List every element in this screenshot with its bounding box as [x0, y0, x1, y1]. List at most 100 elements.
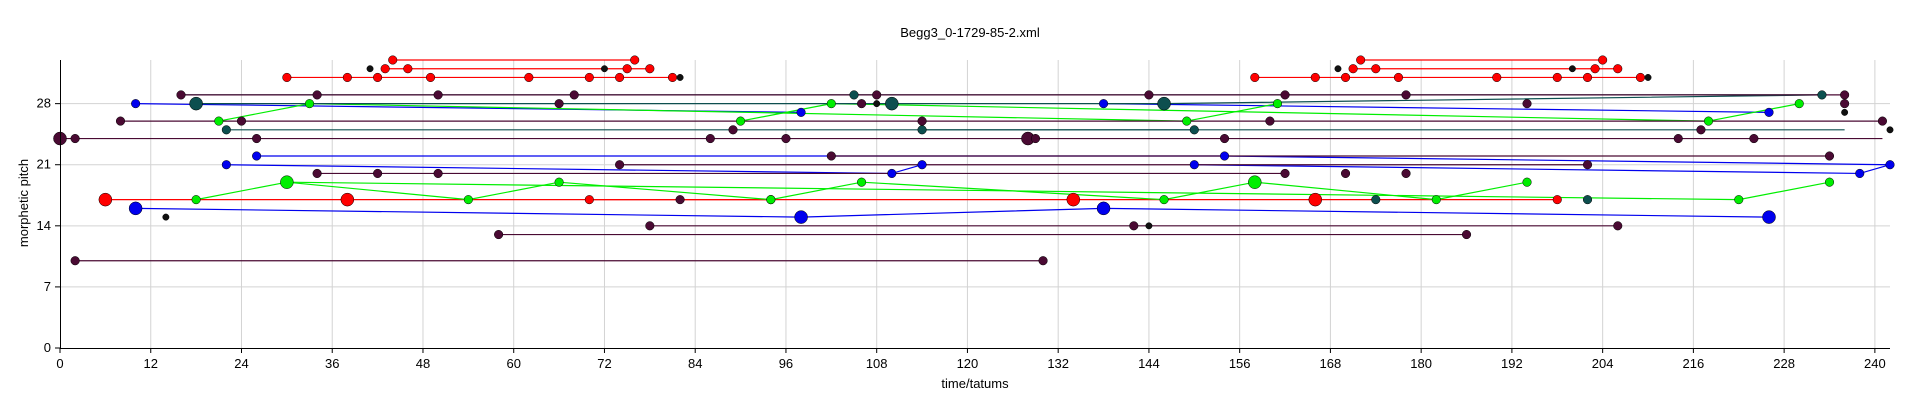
note-point	[569, 90, 579, 100]
note-point	[796, 107, 806, 117]
note-point	[1401, 168, 1411, 179]
note-point	[622, 64, 632, 74]
note-point	[1734, 195, 1744, 205]
x-tick-label: 144	[1138, 356, 1160, 371]
note-point	[554, 99, 564, 109]
note-point	[342, 72, 352, 83]
note-point	[70, 133, 80, 144]
note-point	[849, 90, 859, 100]
note-point	[524, 72, 534, 83]
note-point	[1552, 72, 1562, 83]
note-point	[1522, 99, 1532, 109]
x-tick-label: 84	[688, 356, 702, 371]
x-tick-label: 108	[866, 356, 888, 371]
note-point	[1877, 116, 1887, 126]
note-point	[252, 151, 262, 161]
note-point	[373, 72, 383, 83]
note-point	[736, 116, 746, 126]
note-point	[1613, 221, 1623, 231]
x-axis-label: time/tatums	[941, 376, 1009, 391]
x-ticks: 0 12 24 36 48 60 72 84 96 108 120 132 144 156 168 180 19…	[56, 348, 1886, 371]
note-connection-line	[309, 103, 1187, 122]
note-point	[1764, 107, 1774, 117]
note-point	[340, 192, 355, 207]
x-tick-label: 228	[1773, 356, 1795, 371]
note-connection-line	[1103, 103, 1770, 113]
note-connection-line	[135, 207, 1770, 218]
note-point	[917, 116, 927, 126]
note-point	[1644, 74, 1652, 81]
note-point	[128, 201, 143, 216]
note-point	[1189, 160, 1199, 170]
note-point	[1129, 221, 1139, 231]
note-connection-line	[196, 94, 1822, 105]
note-point	[1371, 64, 1381, 74]
note-point	[1280, 90, 1290, 100]
note-point	[1703, 116, 1714, 126]
note-point	[645, 221, 655, 231]
note-point	[873, 100, 881, 108]
note-point	[1696, 125, 1706, 135]
note-point	[373, 168, 383, 179]
note-point	[388, 55, 398, 65]
note-point	[1144, 90, 1154, 100]
note-point	[1189, 125, 1199, 135]
note-point	[1096, 201, 1111, 216]
note-connections	[60, 59, 1891, 262]
note-point	[887, 168, 897, 179]
note-point	[1492, 72, 1502, 83]
note-point	[1310, 72, 1320, 83]
note-point	[1393, 72, 1404, 83]
note-point	[1552, 195, 1562, 205]
note-point	[1461, 229, 1472, 240]
note-point	[312, 90, 322, 100]
x-tick-label: 132	[1047, 356, 1069, 371]
axes	[60, 60, 1890, 349]
note-point	[615, 72, 625, 83]
y-ticks: 0 7 14 21 28	[37, 96, 60, 355]
note-point	[872, 90, 882, 100]
note-point	[1159, 195, 1169, 205]
note-point	[826, 99, 836, 109]
note-point	[380, 64, 390, 74]
note-point	[115, 116, 126, 126]
note-point	[1401, 90, 1411, 100]
x-tick-label: 168	[1320, 356, 1342, 371]
x-tick-label: 180	[1410, 356, 1432, 371]
note-point	[312, 168, 322, 179]
note-point	[781, 133, 791, 144]
note-point	[433, 168, 443, 179]
chart-title: Begg3_0-1729-85-2.xml	[900, 25, 1040, 40]
note-point	[70, 256, 80, 266]
note-point	[794, 210, 808, 224]
note-point	[554, 177, 564, 187]
note-point	[1840, 99, 1850, 109]
x-tick-label: 36	[325, 356, 339, 371]
y-axis-label: morphetic pitch	[16, 159, 31, 247]
note-connection-line	[1194, 164, 1891, 175]
note-point	[1157, 96, 1171, 111]
x-tick-label: 156	[1229, 356, 1251, 371]
note-point	[1817, 90, 1827, 100]
note-point	[857, 177, 867, 187]
x-tick-label: 192	[1501, 356, 1523, 371]
note-connection-line	[196, 181, 1528, 201]
note-point	[1066, 192, 1081, 207]
note-connection-line	[1708, 103, 1800, 122]
note-point	[1582, 195, 1593, 205]
note-point	[1340, 168, 1351, 179]
note-point	[1824, 177, 1835, 187]
note-point	[1308, 192, 1323, 207]
note-point	[676, 74, 684, 81]
x-tick-label: 216	[1683, 356, 1705, 371]
note-point	[615, 160, 625, 170]
y-tick-label: 28	[37, 96, 51, 111]
note-point	[366, 65, 374, 73]
note-connection-line	[740, 103, 832, 122]
note-point	[1248, 175, 1262, 189]
x-tick-label: 48	[416, 356, 430, 371]
x-tick-label: 72	[597, 356, 611, 371]
y-tick-label: 14	[37, 218, 51, 233]
note-point	[1250, 72, 1260, 83]
